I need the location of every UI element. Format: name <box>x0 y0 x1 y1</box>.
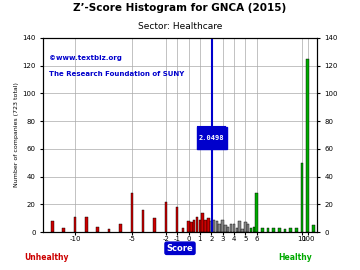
Bar <box>119 224 122 232</box>
Bar <box>289 228 292 232</box>
Bar <box>196 217 198 232</box>
Bar <box>210 221 212 232</box>
Bar <box>230 224 232 232</box>
Bar <box>278 228 280 232</box>
Bar <box>221 220 224 232</box>
Bar <box>142 210 144 232</box>
Bar <box>204 220 207 232</box>
Bar <box>238 221 241 232</box>
Bar <box>181 228 184 232</box>
Bar <box>131 193 133 232</box>
Bar <box>261 228 264 232</box>
Bar <box>199 220 201 232</box>
Text: Healthy: Healthy <box>278 253 312 262</box>
Bar <box>312 225 315 232</box>
Bar <box>250 228 252 232</box>
Bar <box>253 227 255 232</box>
Bar <box>202 213 204 232</box>
Bar <box>227 227 229 232</box>
Bar <box>96 227 99 232</box>
Bar <box>224 225 227 232</box>
Bar <box>85 217 87 232</box>
Bar <box>190 222 193 232</box>
Text: 2.0498: 2.0498 <box>199 135 225 141</box>
Y-axis label: Number of companies (723 total): Number of companies (723 total) <box>14 83 19 187</box>
Text: The Research Foundation of SUNY: The Research Foundation of SUNY <box>49 71 184 77</box>
Bar <box>219 224 221 232</box>
Bar <box>108 230 110 232</box>
Bar <box>62 228 65 232</box>
Bar <box>153 218 156 232</box>
Bar <box>255 193 258 232</box>
Bar <box>306 59 309 232</box>
Text: Unhealthy: Unhealthy <box>24 253 69 262</box>
Bar <box>233 224 235 232</box>
Bar <box>193 220 195 232</box>
Bar <box>187 221 190 232</box>
Bar <box>176 207 179 232</box>
Bar <box>247 224 249 232</box>
Bar <box>165 202 167 232</box>
Bar <box>235 228 238 232</box>
Text: Sector: Healthcare: Sector: Healthcare <box>138 22 222 31</box>
Bar <box>51 221 54 232</box>
Bar <box>207 218 210 232</box>
Text: Z’-Score Histogram for GNCA (2015): Z’-Score Histogram for GNCA (2015) <box>73 3 287 13</box>
Bar <box>244 222 247 232</box>
Bar <box>241 230 244 232</box>
Bar <box>213 220 215 232</box>
Text: ©www.textbiz.org: ©www.textbiz.org <box>49 55 122 61</box>
FancyBboxPatch shape <box>197 127 226 149</box>
Bar <box>301 163 303 232</box>
Bar <box>74 217 76 232</box>
X-axis label: Score: Score <box>167 244 193 253</box>
Bar <box>273 228 275 232</box>
Bar <box>284 230 286 232</box>
Bar <box>295 228 298 232</box>
Bar <box>216 221 218 232</box>
Bar <box>267 228 269 232</box>
